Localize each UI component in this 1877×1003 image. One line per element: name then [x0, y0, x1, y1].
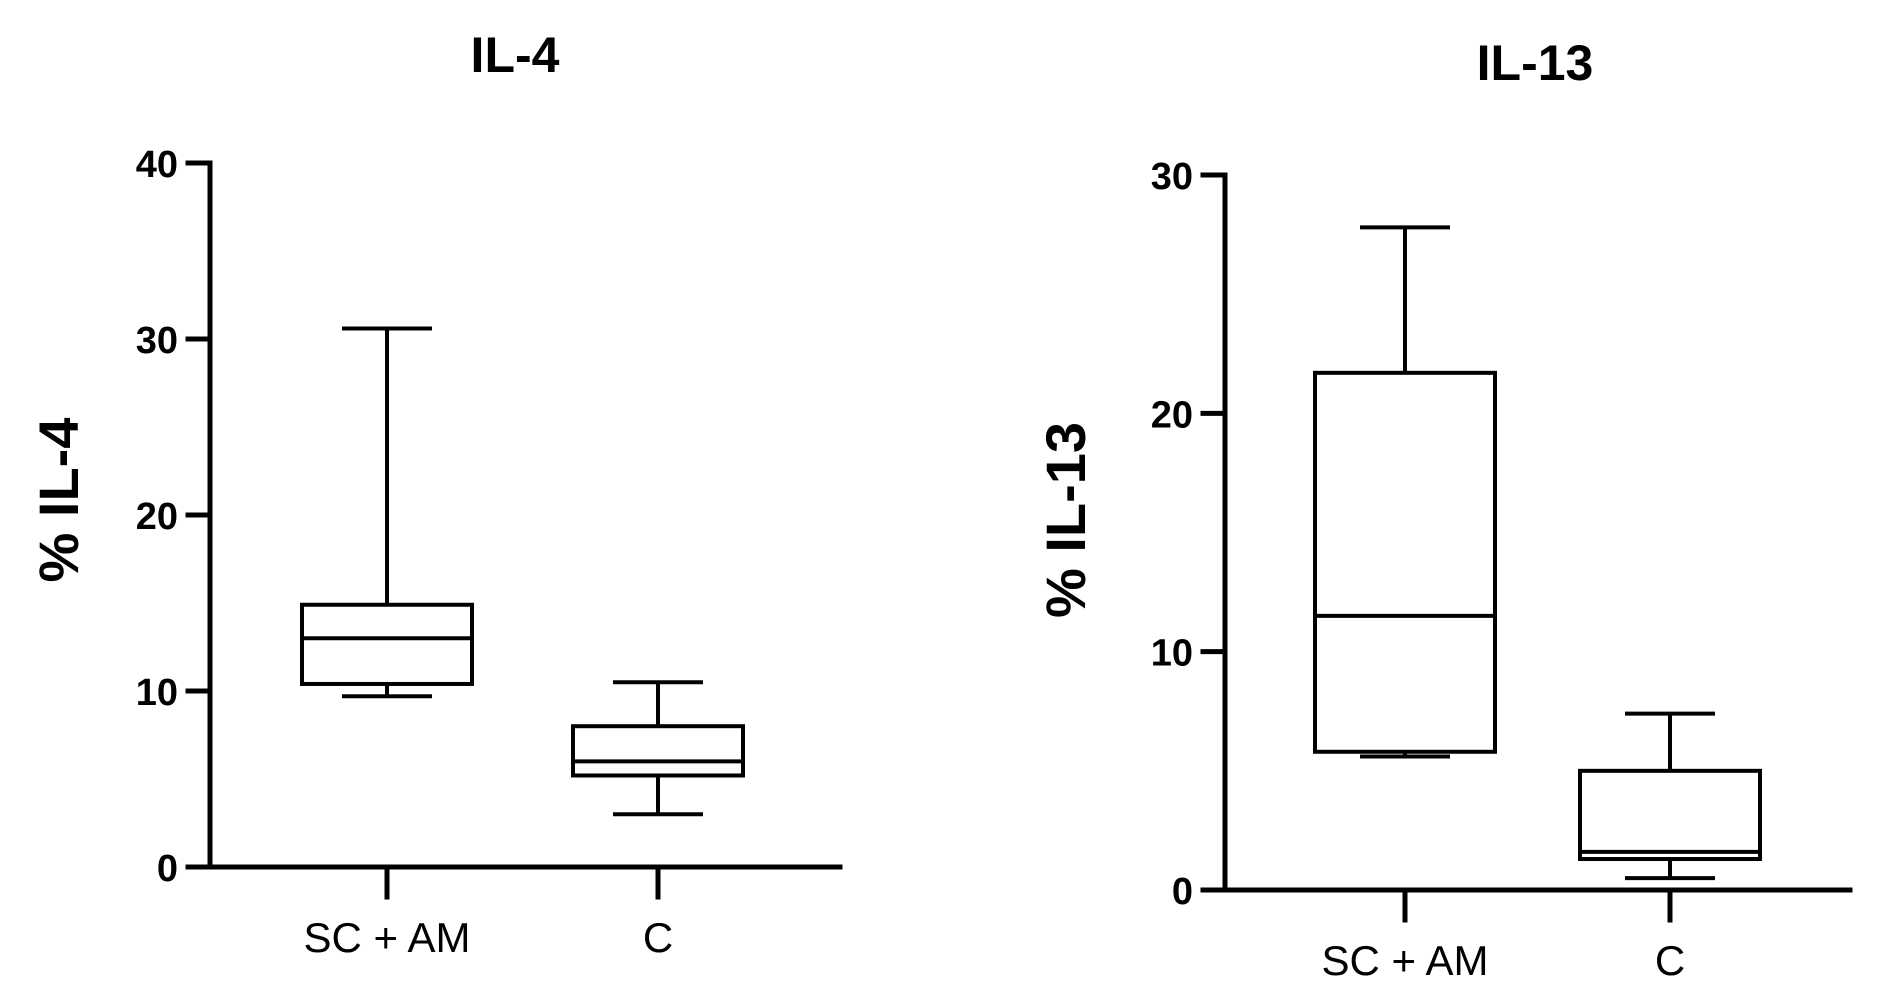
box-plot-sc-am [1313, 225, 1497, 759]
iqr-box-c [571, 724, 745, 778]
iqr-box-sc-am [1313, 370, 1497, 754]
y-tick-label-30: 30 [136, 320, 178, 362]
y-axis-label: % IL-4 [27, 418, 90, 583]
iqr-box-sc-am [300, 602, 474, 686]
box-plot-c [571, 680, 745, 817]
y-axis-label: % IL-13 [1034, 422, 1097, 618]
y-tick-label-30: 30 [1151, 156, 1193, 198]
x-tick-label-sc-am: SC + AM [1322, 937, 1489, 984]
chart-title: IL-13 [1477, 35, 1594, 91]
iqr-box-c [1578, 768, 1762, 862]
x-tick-label-sc-am: SC + AM [304, 914, 471, 961]
chart-title: IL-4 [471, 27, 560, 83]
y-tick-label-0: 0 [1172, 871, 1193, 913]
box-plot-sc-am [300, 326, 474, 699]
x-tick-label-c: C [1655, 937, 1685, 984]
y-tick-label-10: 10 [136, 672, 178, 714]
y-tick-label-10: 10 [1151, 633, 1193, 675]
y-tick-label-40: 40 [136, 144, 178, 186]
y-tick-label-0: 0 [157, 848, 178, 890]
y-tick-label-20: 20 [1151, 394, 1193, 436]
y-tick-label-20: 20 [136, 496, 178, 538]
chart-il-4: IL-4 % IL-4 0 10 20 30 40 SC + AM C [27, 27, 843, 961]
box-plot-c [1578, 711, 1762, 881]
chart-il-13: IL-13 % IL-13 0 10 20 30 SC + AM C [1034, 35, 1853, 984]
x-tick-label-c: C [643, 914, 673, 961]
